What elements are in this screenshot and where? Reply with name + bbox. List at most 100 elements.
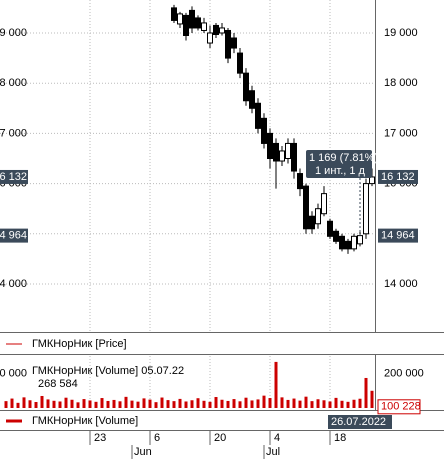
volume-bar	[238, 401, 242, 408]
volume-bar	[364, 377, 368, 408]
volume-bar	[256, 399, 260, 408]
candle-body	[249, 90, 255, 109]
volume-bar	[226, 400, 230, 408]
legend-label: ГМКНорНик [Price]	[32, 338, 127, 350]
y-tick-label: 200 000	[0, 368, 27, 380]
candle-body	[243, 72, 249, 102]
tooltip-box	[306, 150, 372, 178]
price-marker-box	[0, 228, 28, 243]
volume-bar	[196, 398, 200, 408]
x-tick-label: 6	[154, 432, 160, 444]
candle-body	[183, 14, 189, 36]
volume-bar	[28, 400, 32, 408]
candle-body	[363, 183, 369, 235]
volume-bar	[118, 401, 122, 408]
volume-bar	[76, 402, 80, 408]
last-volume-box	[377, 399, 421, 415]
volume-bar	[352, 399, 356, 408]
volume-bar	[280, 397, 284, 408]
price-marker-label: 14 964	[381, 230, 415, 242]
volume-bar	[40, 395, 44, 408]
candle-body	[291, 142, 297, 172]
price-marker-box	[378, 169, 418, 184]
volume-bar	[106, 400, 110, 408]
y-tick-label: 18 000	[0, 77, 27, 89]
volume-bar	[136, 401, 140, 408]
volume-bar	[82, 399, 86, 408]
volume-bar	[58, 401, 62, 408]
candle-body	[327, 220, 333, 237]
y-tick-label: 19 000	[384, 27, 418, 39]
tooltip-line: 1 инт., 1 д	[315, 165, 366, 177]
candle-body	[237, 52, 243, 74]
candle-body	[189, 9, 195, 29]
candle-body	[231, 37, 237, 49]
candle-body	[339, 235, 345, 250]
volume-bar	[262, 395, 266, 408]
candle-body	[225, 29, 231, 59]
month-label: Jul	[266, 446, 280, 458]
volume-bar	[184, 401, 188, 408]
candle-body	[273, 142, 279, 162]
volume-bar	[292, 398, 296, 408]
candle-body	[207, 32, 213, 44]
x-tick-label: 23	[94, 432, 106, 444]
volume-bar	[304, 396, 308, 408]
x-tick-label: 4	[274, 432, 280, 444]
volume-bar	[46, 399, 50, 408]
volume-bar	[130, 400, 134, 408]
volume-bar	[268, 398, 272, 408]
candle-body	[345, 240, 351, 250]
volume-bar	[316, 399, 320, 408]
y-tick-label: 18 000	[384, 77, 418, 89]
candle-body	[171, 7, 177, 21]
y-tick-label: 14 000	[0, 278, 27, 290]
volume-bar	[346, 401, 350, 408]
volume-bar	[100, 398, 104, 408]
volume-bar	[334, 397, 338, 408]
volume-bar	[310, 401, 314, 408]
price-marker-label: 16 132	[381, 171, 415, 183]
volume-bar	[298, 400, 302, 408]
volume-bar	[34, 401, 38, 408]
candle-body	[195, 17, 201, 29]
volume-bar	[64, 397, 68, 408]
x-tick-label: 20	[214, 432, 226, 444]
last-volume-label: 100 228	[381, 401, 421, 413]
legend-label: ГМКНорНик [Volume]	[32, 415, 138, 427]
volume-bar	[340, 400, 344, 408]
candle-body	[333, 230, 339, 242]
volume-bar	[142, 398, 146, 408]
volume-bar	[4, 401, 8, 408]
candle-body	[369, 176, 375, 185]
volume-bar	[124, 396, 128, 408]
y-tick-label: 14 000	[384, 278, 418, 290]
candle-body	[321, 193, 327, 215]
volume-bar	[88, 400, 92, 408]
volume-bar	[16, 402, 20, 408]
volume-hover-value: 268 584	[38, 378, 78, 390]
volume-bar	[112, 399, 116, 408]
candle-body	[177, 13, 183, 25]
candle-body	[297, 173, 303, 190]
candle-body	[201, 22, 207, 31]
price-marker-label: 16 132	[0, 171, 27, 183]
volume-bar	[244, 397, 248, 408]
y-tick-label: 17 000	[384, 127, 418, 139]
candle-body	[255, 102, 261, 129]
price-marker-box	[0, 169, 28, 184]
candle-body	[315, 208, 321, 225]
volume-bar	[22, 397, 26, 408]
volume-hover-title: ГМКНорНик [Volume] 05.07.22	[32, 365, 184, 377]
y-tick-label: 19 000	[0, 27, 27, 39]
candle-body	[309, 215, 315, 230]
volume-bar	[286, 399, 290, 408]
volume-bar	[190, 400, 194, 408]
volume-bar	[220, 399, 224, 408]
volume-bar	[70, 399, 74, 408]
volume-bar	[148, 399, 152, 408]
candle-body	[285, 142, 291, 159]
price-marker-box	[378, 228, 418, 243]
candle-body	[267, 132, 273, 159]
